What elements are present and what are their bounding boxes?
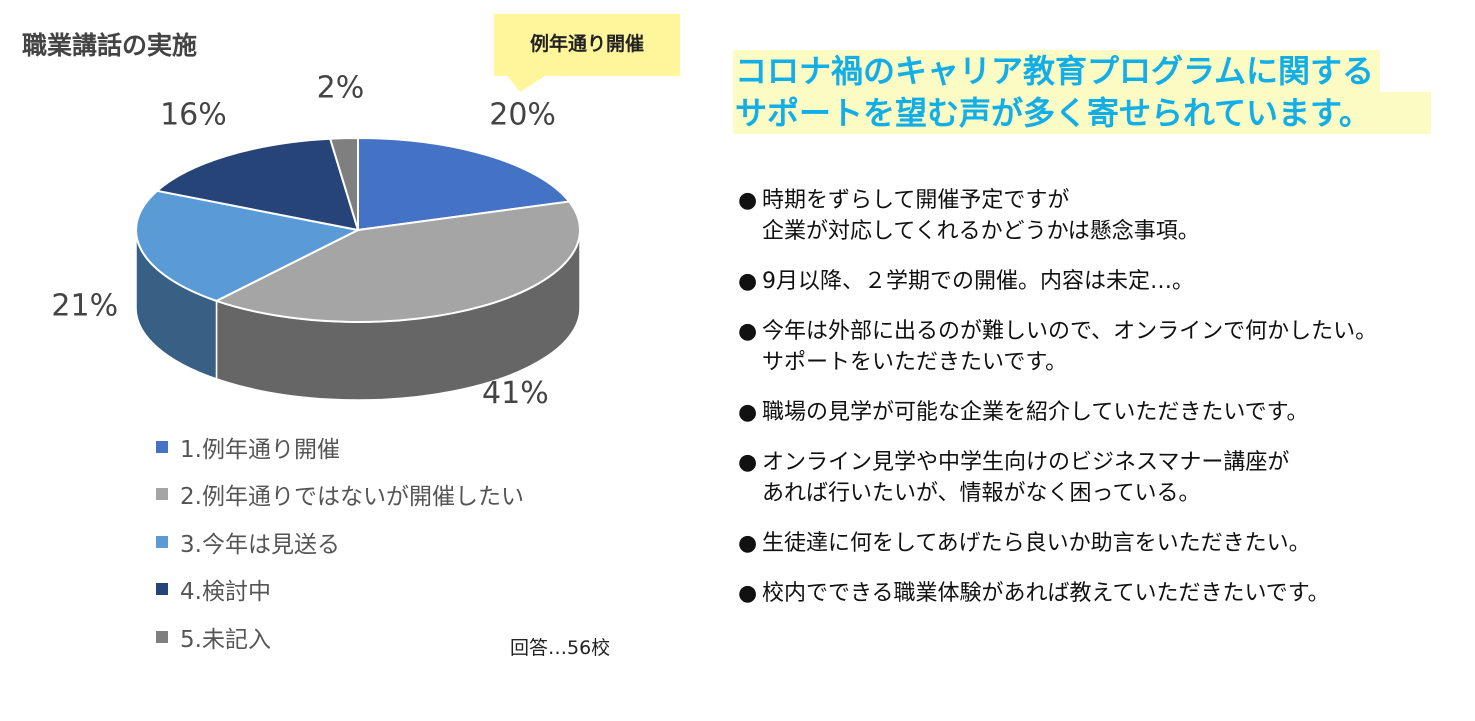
legend-label: 4.検討中: [180, 579, 271, 606]
pie-chart: 20% 41% 21% 16% 2%: [51, 70, 581, 411]
comment-text: 企業が対応してくれるかどうかは懸念事項。: [762, 219, 1200, 244]
comment-item: ● 校内でできる職業体験があれば教えていただきたいです。: [738, 578, 1458, 609]
pie-label-3: 21%: [51, 288, 118, 323]
legend-swatch: [156, 630, 168, 643]
comment-text: 生徒達に何をしてあげたら良いか助言をいただきたい。: [762, 531, 1311, 556]
pie-labels: 20% 41% 21% 16% 2%: [51, 70, 556, 411]
comment-text: 今年は外部に出るのが難しいので、オンラインで何かしたい。: [762, 319, 1378, 344]
legend-label: 2.例年通りではないが開催したい: [180, 484, 524, 511]
comment-item: ● 職場の見学が可能な企業を紹介していただきたいです。: [738, 397, 1458, 428]
comment-text: 時期をずらして開催予定ですが: [762, 188, 1070, 213]
legend-item-5: 5.未記入: [156, 613, 524, 661]
legend-swatch: [156, 488, 168, 501]
comment-item: ● 生徒達に何をしてあげたら良いか助言をいただきたい。: [738, 528, 1458, 559]
pie-slice-2: [213, 200, 581, 323]
comment-item: ● オンライン見学や中学生向けのビジネスマナー講座が あれば行いたいが、情報がなく困…: [738, 447, 1458, 509]
legend-item-1: 1.例年通り開催: [156, 423, 524, 471]
bullet-icon: ●: [738, 531, 758, 556]
legend-swatch: [156, 440, 168, 453]
callout-label: 例年通り開催: [529, 32, 644, 55]
comment-item: ● 時期をずらして開催予定ですが企業が対応してくれるかどうかは懸念事項。: [738, 185, 1458, 247]
legend-item-3: 3.今年は見送る: [156, 518, 524, 566]
comment-text: オンライン見学や中学生向けのビジネスマナー講座が: [762, 450, 1290, 475]
legend-label: 5.未記入: [180, 626, 271, 653]
headline-line-2: サポートを望む声が多く寄せられています。: [733, 92, 1431, 134]
pie-slice-5: [328, 136, 359, 231]
legend-swatch: [156, 583, 168, 596]
legend-label: 3.今年は見送る: [180, 531, 340, 558]
bullet-icon: ●: [738, 269, 758, 294]
chart-legend: 1.例年通り開催 2.例年通りではないが開催したい 3.今年は見送る 4.検討中 5.未…: [156, 423, 524, 661]
bullet-icon: ●: [738, 581, 758, 606]
bullet-icon: ●: [738, 188, 758, 213]
comment-item: ● 今年は外部に出るのが難しいので、オンラインで何かしたい。 サポートをいただきたい…: [738, 316, 1458, 378]
comment-list: ● 時期をずらして開催予定ですが 企業が対応してくれるかどうかは懸念事項。 ● 9月以降…: [738, 185, 1458, 609]
chart-title: 職業講話の実施: [22, 31, 198, 60]
pie-label-2: 41%: [482, 376, 549, 411]
pie-slice-4: [154, 137, 360, 232]
bullet-icon: ●: [738, 319, 758, 344]
pie-label-4: 16%: [160, 98, 227, 133]
callout-tail: [506, 74, 548, 92]
comment-text: あれば行いたいが、情報がなく困っている。: [762, 481, 1201, 506]
headline: コロナ禍のキャリア教育プログラムに関する サポートを望む声が多く寄せられています…: [733, 50, 1431, 134]
bullet-icon: ●: [738, 400, 758, 425]
response-count: 回答…56校: [510, 637, 611, 659]
pie-label-1: 20%: [489, 98, 556, 133]
comment-text: 9月以降、２学期での開催。内容は未定…。: [762, 269, 1194, 294]
legend-swatch: [156, 535, 168, 548]
comment-item: ● 9月以降、２学期での開催。内容は未定…。: [738, 266, 1458, 297]
legend-label: 1.例年通り開催: [180, 436, 340, 463]
comment-text: 校内でできる職業体験があれば教えていただきたいです。: [762, 581, 1330, 606]
pie-slice-1: [357, 136, 572, 232]
callout-box: 例年通り開催: [494, 14, 680, 76]
headline-line-1: コロナ禍のキャリア教育プログラムに関する: [733, 50, 1381, 92]
comment-text: 職場の見学が可能な企業を紹介していただきたいです。: [762, 400, 1309, 425]
bullet-icon: ●: [738, 450, 758, 475]
pie-label-5: 2%: [317, 70, 365, 105]
pie-top: [135, 136, 581, 323]
legend-item-4: 4.検討中: [156, 566, 524, 614]
legend-item-2: 2.例年通りではないが開催したい: [156, 471, 524, 519]
pie-slice-3: [135, 189, 362, 302]
comment-text: サポートをいただきたいです。: [762, 350, 1068, 375]
